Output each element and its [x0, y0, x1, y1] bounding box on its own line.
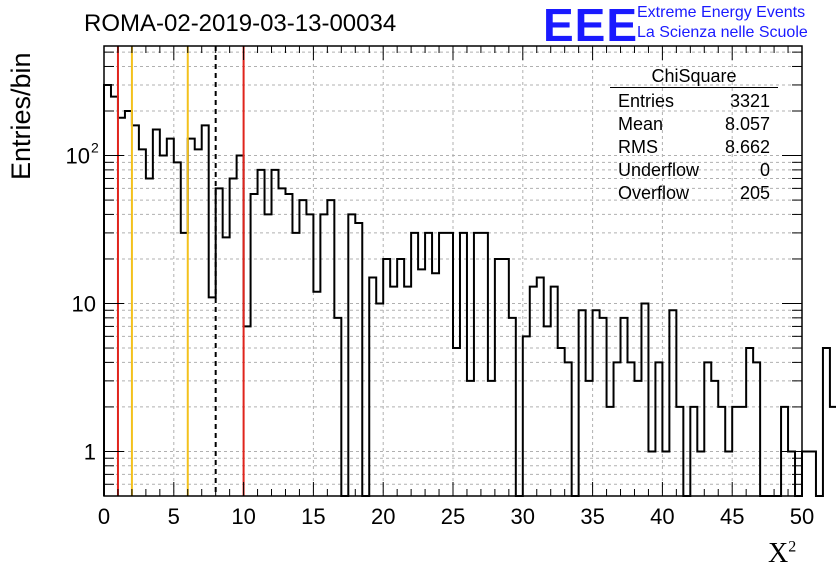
stats-label: Underflow: [618, 160, 700, 180]
stats-value: 3321: [729, 91, 770, 111]
x-tick-label: 50: [790, 504, 814, 529]
stats-value: 205: [739, 183, 770, 203]
eee-logo: EEE: [543, 0, 639, 51]
x-tick-label: 5: [168, 504, 180, 529]
x-axis-label: X2: [768, 538, 796, 570]
chart-title: ROMA-02-2019-03-13-00034: [84, 10, 397, 37]
x-axis-label-base: X: [768, 538, 789, 569]
stats-label: Entries: [618, 91, 675, 111]
stats-row: Underflow 0: [610, 159, 778, 182]
stats-value: 8.662: [724, 137, 770, 157]
stats-title: ChiSquare: [610, 66, 778, 88]
stats-label: Overflow: [618, 183, 690, 203]
y-tick-exponent: 2: [91, 140, 99, 156]
y-tick-label: 1: [84, 439, 96, 464]
stats-value: 8.057: [724, 114, 770, 134]
x-tick-label: 45: [720, 504, 744, 529]
stats-row: Entries 3321: [610, 90, 778, 113]
stats-label: RMS: [618, 137, 658, 157]
histogram-outline: [103, 83, 836, 497]
logo-tagline-2: La Scienza nelle Scuole: [637, 24, 808, 41]
x-tick-label: 10: [231, 504, 255, 529]
x-tick-label: 25: [441, 504, 465, 529]
y-tick-label: 10: [72, 292, 96, 317]
x-tick-label: 30: [511, 504, 535, 529]
x-tick-label: 20: [371, 504, 395, 529]
axis-ticks: [103, 46, 803, 497]
reference-lines: [116, 46, 245, 496]
stats-box: ChiSquare Entries 3321 Mean 8.057 RMS 8.662…: [610, 66, 778, 205]
stats-row: Mean 8.057: [610, 113, 778, 136]
stats-row: RMS 8.662: [610, 136, 778, 159]
stats-value: 0: [759, 160, 770, 180]
x-tick-label: 35: [580, 504, 604, 529]
x-tick-label: 40: [650, 504, 674, 529]
histogram-bars: [103, 83, 836, 497]
x-tick-label: 15: [301, 504, 325, 529]
x-axis-label-sup: 2: [788, 538, 797, 556]
y-tick-label: 10: [66, 144, 90, 169]
logo-tagline-1: Extreme Energy Events: [637, 4, 806, 21]
y-axis-label: Entries/bin: [6, 52, 36, 180]
stats-label: Mean: [618, 114, 664, 134]
stats-row: Overflow 205: [610, 182, 778, 205]
x-tick-label: 0: [98, 504, 110, 529]
